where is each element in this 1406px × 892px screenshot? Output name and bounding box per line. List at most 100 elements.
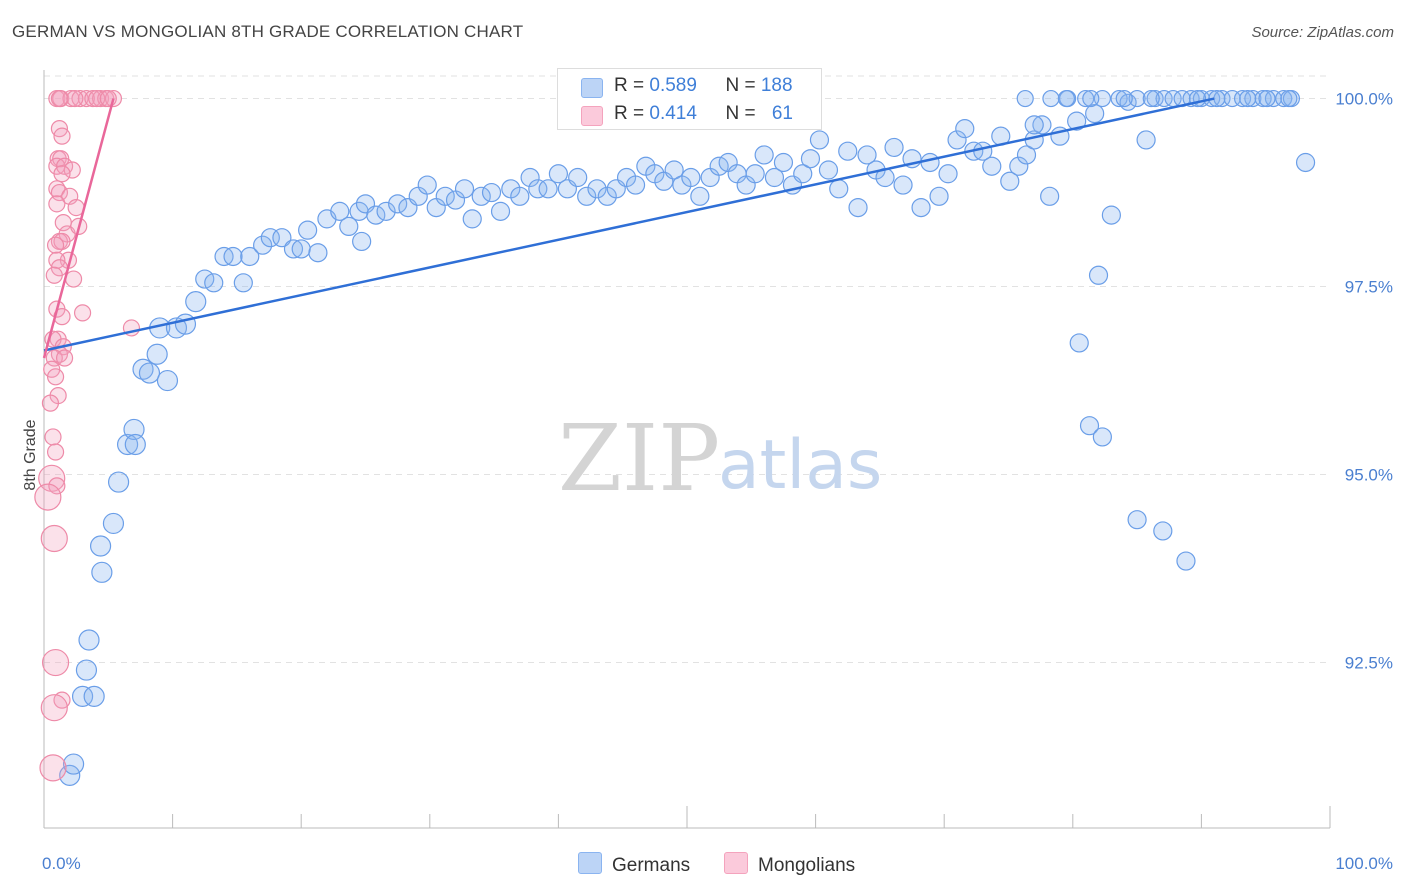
watermark: ZIP atlas	[558, 405, 882, 512]
german-point	[955, 119, 975, 139]
german-point	[260, 228, 280, 248]
german-point	[102, 512, 125, 535]
y-tick-label: 100.0%	[1335, 90, 1393, 109]
chart-title: GERMAN VS MONGOLIAN 8TH GRADE CORRELATIO…	[12, 22, 524, 41]
german-point	[462, 209, 482, 229]
german-point	[83, 685, 105, 708]
german-point	[1092, 427, 1112, 447]
x-tick-label: 0.0%	[42, 854, 81, 873]
mongolian-point	[34, 483, 62, 511]
mongolian-point	[55, 349, 74, 367]
axes	[43, 70, 1331, 829]
legend-label-germans: Germans	[612, 855, 691, 876]
german-point	[690, 186, 710, 206]
german-point	[1176, 551, 1196, 571]
german-point	[754, 145, 774, 165]
german-point	[388, 194, 408, 214]
german-point	[1016, 89, 1034, 108]
legend-r-value: 0.414	[649, 103, 697, 124]
german-point	[1040, 186, 1060, 206]
german-point	[1136, 130, 1156, 150]
mongolian-point	[66, 89, 84, 108]
legend-swatch-mongolians	[581, 106, 603, 126]
gridlines	[44, 75, 1330, 664]
german-point	[1295, 152, 1316, 173]
german-point	[352, 231, 372, 252]
correlation-legend: R = 0.589 N = 188 R = 0.414 N = 61	[557, 68, 822, 130]
german-point	[107, 471, 130, 493]
mongolian-point	[46, 443, 65, 461]
y-tick-label: 95.0%	[1345, 466, 1393, 485]
tick-labels: 100.0% 97.5% 95.0% 92.5% 0.0% 100.0%	[42, 90, 1393, 873]
german-point	[1032, 115, 1052, 135]
mongolian-point	[99, 89, 117, 108]
german-point	[1155, 89, 1173, 108]
series-germans	[59, 89, 1316, 786]
mongolian-point	[50, 89, 69, 108]
german-point	[681, 167, 701, 188]
legend-item-germans[interactable]: Germans	[578, 852, 690, 877]
german-point	[366, 205, 386, 225]
german-point	[1239, 89, 1257, 108]
x-tick-label: 100.0%	[1335, 854, 1393, 873]
german-point	[1280, 89, 1298, 108]
german-point	[548, 164, 569, 184]
german-point	[857, 145, 877, 165]
legend-r-label: R =	[614, 103, 650, 124]
german-point	[330, 201, 350, 221]
chart-source: Source: ZipAtlas.com	[1251, 24, 1394, 41]
german-point	[59, 764, 81, 786]
german-point	[308, 243, 328, 263]
legend-r-label: R =	[614, 75, 650, 96]
german-point	[146, 343, 168, 365]
german-point	[1088, 265, 1109, 285]
legend-n-value: 61	[771, 103, 793, 124]
mongolian-point	[44, 428, 62, 446]
german-point	[71, 685, 94, 708]
german-point	[1042, 89, 1060, 108]
german-point	[233, 273, 253, 293]
german-point	[568, 167, 588, 188]
watermark-atlas: atlas	[718, 426, 882, 505]
german-point	[920, 152, 940, 173]
german-point	[1082, 89, 1100, 108]
german-point	[138, 362, 161, 384]
german-point	[764, 167, 785, 188]
german-point	[664, 160, 684, 180]
german-point	[185, 291, 207, 313]
mongolian-point	[40, 694, 68, 722]
german-point	[929, 186, 949, 206]
mongolian-point	[41, 648, 70, 677]
german-point	[339, 216, 359, 236]
legend-item-mongolians[interactable]: Mongolians	[724, 852, 855, 877]
legend-n-value: 188	[760, 75, 793, 96]
german-point	[1000, 171, 1020, 191]
mongolian-point	[53, 691, 71, 709]
german-point	[89, 535, 112, 557]
german-trend-line	[43, 97, 1215, 352]
german-point	[471, 186, 491, 206]
german-point	[1016, 145, 1037, 165]
german-point	[848, 198, 868, 218]
german-point	[520, 167, 540, 188]
german-point	[291, 239, 311, 259]
german-point	[132, 358, 154, 380]
y-tick-label: 92.5%	[1345, 654, 1393, 673]
german-point	[298, 220, 318, 240]
legend-swatch-mongolians	[724, 852, 748, 874]
german-point	[1146, 89, 1164, 108]
german-point	[1115, 89, 1133, 108]
mongolian-point	[53, 127, 71, 145]
mongolian-trend-line	[42, 98, 115, 359]
german-point	[174, 313, 197, 335]
german-point	[773, 152, 794, 173]
german-point	[1142, 89, 1160, 108]
german-point	[1085, 103, 1105, 124]
german-point	[223, 246, 243, 267]
german-point	[587, 179, 607, 199]
german-point	[510, 186, 530, 206]
german-point	[911, 198, 931, 218]
mongolian-point	[39, 754, 67, 782]
german-point	[1258, 89, 1276, 108]
